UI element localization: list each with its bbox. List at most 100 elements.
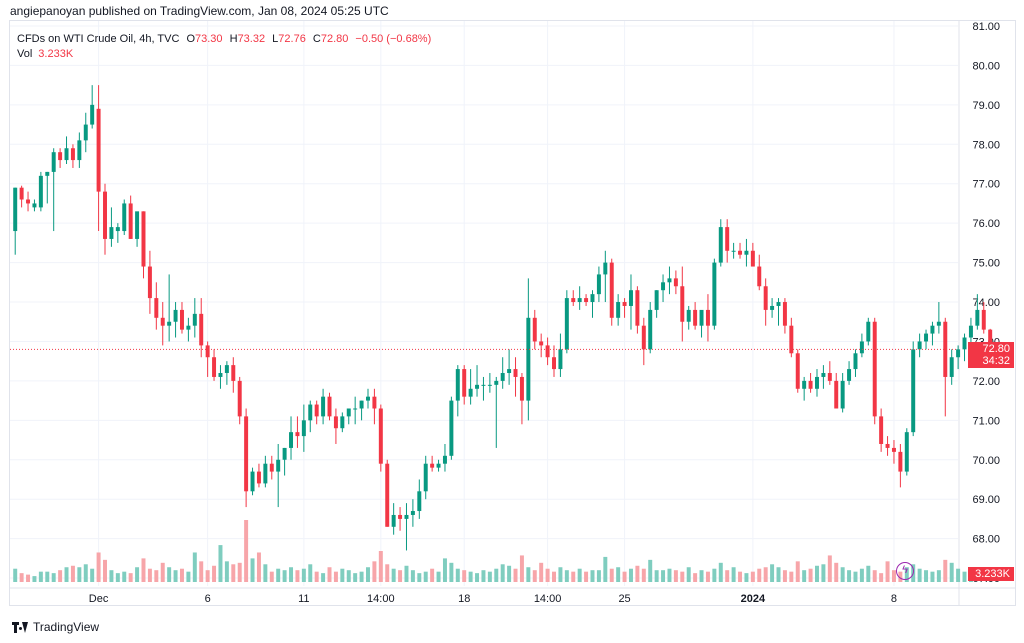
volume-bar xyxy=(237,562,242,582)
candle-body xyxy=(122,203,127,232)
volume-bar xyxy=(917,568,922,582)
volume-bar xyxy=(590,570,595,582)
volume-bar xyxy=(782,570,787,582)
candle-body xyxy=(218,373,223,377)
y-tick-label: 74.00 xyxy=(972,297,1000,309)
candle-body xyxy=(500,373,505,381)
volume-bar xyxy=(577,568,582,582)
open-label: O xyxy=(186,33,196,45)
candle-body xyxy=(834,380,839,409)
candle-body xyxy=(673,278,678,287)
volume-bar xyxy=(481,570,486,582)
y-tick-label: 80.00 xyxy=(972,60,1000,72)
volume-bar xyxy=(872,570,877,582)
volume-bar xyxy=(693,573,698,582)
candle-body xyxy=(83,124,88,141)
volume-bar xyxy=(19,573,24,582)
candle-body xyxy=(449,400,454,456)
volume-bar xyxy=(725,570,730,582)
candle-body xyxy=(686,309,691,322)
volume-bar xyxy=(205,570,210,582)
candle-body xyxy=(750,250,755,267)
candle-body xyxy=(19,187,24,200)
candle-body xyxy=(115,227,120,232)
candle-body xyxy=(558,349,563,370)
candle-body xyxy=(898,451,903,472)
volume-bar xyxy=(731,567,736,582)
volume-bar xyxy=(385,564,390,582)
candle-body xyxy=(628,290,633,306)
candle-body xyxy=(109,227,114,239)
y-tick-label: 72.00 xyxy=(972,376,1000,388)
volume-bar xyxy=(167,567,172,582)
candle-body xyxy=(609,262,614,318)
candle-body xyxy=(321,396,326,417)
candle-body xyxy=(436,463,441,468)
chart-frame xyxy=(9,20,1016,606)
volume-bar xyxy=(77,567,82,582)
volume-bar xyxy=(808,568,813,582)
y-tick-label: 78.00 xyxy=(972,139,1000,151)
volume-bar xyxy=(64,567,69,582)
candle-body xyxy=(789,325,794,354)
volume-bar xyxy=(924,570,929,582)
volume-bar xyxy=(513,568,518,582)
candle-body xyxy=(13,187,18,232)
candle-body xyxy=(32,203,37,208)
volume-bar xyxy=(648,559,653,582)
close-label: C xyxy=(312,33,321,45)
volume-bar xyxy=(282,570,287,582)
candle-body xyxy=(212,357,217,377)
candle-body xyxy=(96,108,101,192)
volume-bar xyxy=(558,567,563,582)
volume-bar xyxy=(847,570,852,582)
volume-bar xyxy=(256,552,261,582)
volume-bar xyxy=(38,571,43,582)
volume-bar xyxy=(943,559,948,582)
footer-brand[interactable]: TradingView xyxy=(12,620,99,634)
candle-body xyxy=(141,211,146,267)
volume-bar xyxy=(442,558,447,582)
volume-bar xyxy=(26,574,31,582)
volume-bar xyxy=(250,558,255,582)
x-tick-label: 2024 xyxy=(741,593,766,605)
volume-bar xyxy=(564,570,569,582)
candle-body xyxy=(731,250,736,252)
candle-body xyxy=(507,369,512,374)
volume-bar xyxy=(378,551,383,582)
candle-body xyxy=(237,380,242,417)
volume-bar xyxy=(417,573,422,582)
candle-body xyxy=(590,294,595,303)
candle-body xyxy=(584,298,589,303)
volume-tag: 3.233K xyxy=(968,567,1014,581)
candle-body xyxy=(256,471,261,484)
candle-body xyxy=(263,463,268,484)
candle-body xyxy=(859,341,864,354)
candle-body xyxy=(410,511,415,515)
volume-bar xyxy=(500,564,505,582)
candle-body xyxy=(718,227,723,263)
x-tick-label: 18 xyxy=(458,593,470,605)
volume-bar xyxy=(295,570,300,582)
symbol-label[interactable]: CFDs on WTI Crude Oil, 4h, TVC xyxy=(17,33,180,45)
candle-body xyxy=(699,309,704,326)
volume-bar xyxy=(340,568,345,582)
candle-body xyxy=(853,353,858,370)
candle-body xyxy=(545,345,550,358)
low-value: 72.76 xyxy=(278,33,306,45)
volume-bar xyxy=(891,570,896,582)
volume-bar xyxy=(346,570,351,582)
candle-body xyxy=(917,341,922,350)
candle-body xyxy=(372,396,377,409)
volume-bar xyxy=(936,570,941,582)
volume-bar xyxy=(13,568,18,582)
candle-body xyxy=(808,380,813,389)
volume-bar xyxy=(321,573,326,582)
candle-body xyxy=(70,148,75,161)
candle-body xyxy=(802,380,807,389)
flash-icon[interactable]: ϟ xyxy=(896,562,914,580)
candle-body xyxy=(417,491,422,512)
volume-bar xyxy=(930,571,935,582)
y-tick-label: 81.00 xyxy=(972,21,1000,33)
